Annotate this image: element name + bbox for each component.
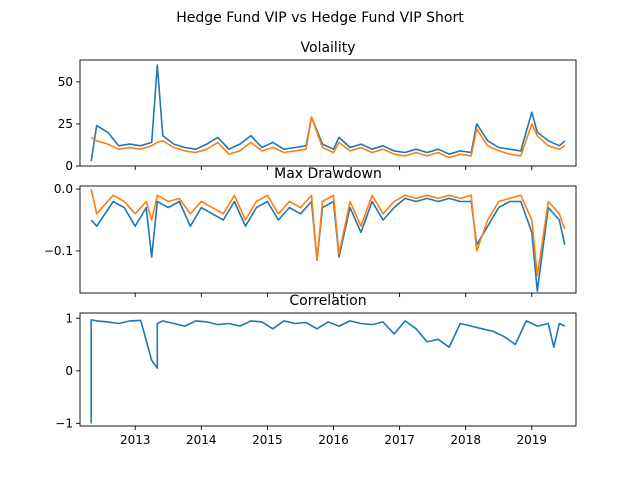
y-tick-label: 0 — [65, 159, 73, 173]
x-tick-label: 2015 — [252, 433, 283, 447]
x-tick-label: 2017 — [384, 433, 415, 447]
figure-suptitle: Hedge Fund VIP vs Hedge Fund VIP Short — [176, 10, 464, 26]
series-line-2 — [90, 188, 566, 277]
subplot-title: Volaility — [301, 40, 356, 56]
series-line-1 — [90, 318, 566, 424]
axes-frame — [79, 59, 577, 167]
subplot-3: Correlation −1 0 1 2013 2014 2015 2016 2017 2018 2… — [55, 293, 577, 447]
series-line-2 — [90, 116, 566, 159]
y-tick-label: 0 — [65, 364, 73, 378]
axes-frame — [79, 312, 577, 427]
subplot-2: Max Drawdown −0.1 0.0 — [44, 166, 577, 297]
y-tick-label: −1 — [55, 416, 73, 430]
series-line-1 — [90, 197, 566, 292]
subplot-title: Correlation — [289, 293, 366, 309]
y-tick-label: 25 — [58, 117, 73, 131]
y-tick-label: 0.0 — [54, 182, 73, 196]
x-tick-label: 2018 — [450, 433, 481, 447]
subplot-title: Max Drawdown — [274, 166, 382, 182]
y-tick-label: −0.1 — [44, 244, 73, 258]
series-line-1 — [90, 64, 566, 162]
x-tick-label: 2016 — [318, 433, 349, 447]
axes-frame — [79, 185, 577, 294]
subplot-1: Volaility 0 25 50 — [58, 40, 577, 173]
y-tick-label: 50 — [58, 75, 73, 89]
x-tick-label: 2013 — [120, 433, 151, 447]
y-tick-label: 1 — [65, 311, 73, 325]
x-tick-label: 2014 — [186, 433, 217, 447]
x-tick-label: 2019 — [517, 433, 548, 447]
